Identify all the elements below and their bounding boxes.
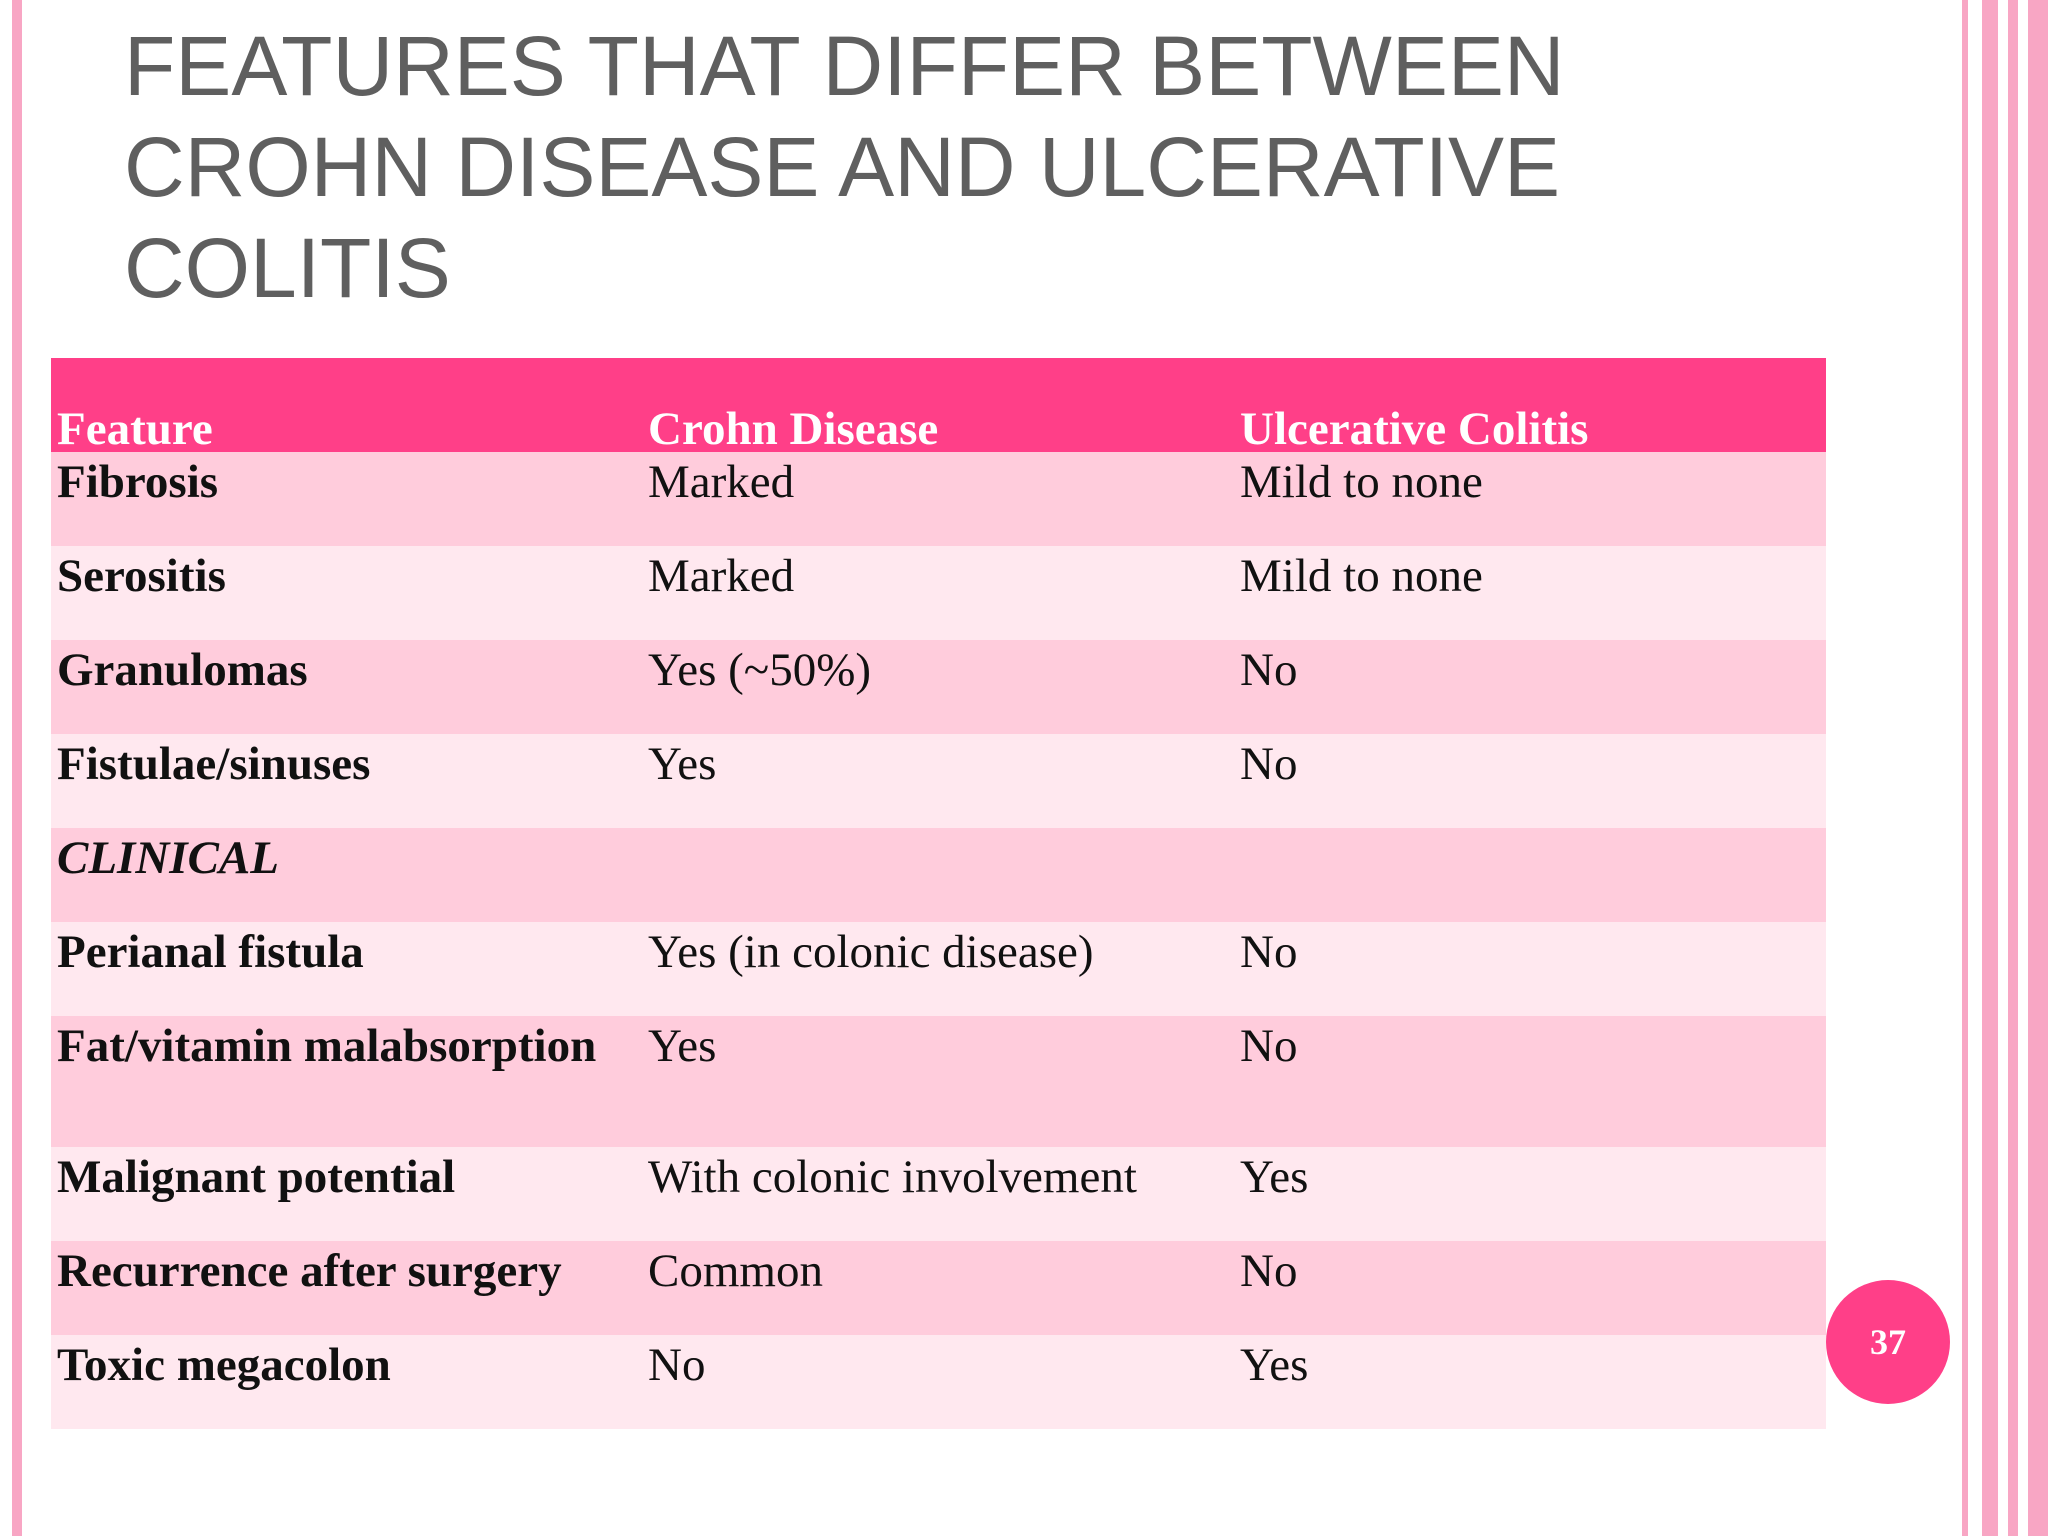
table-row: Recurrence after surgery Common No [51, 1241, 1826, 1335]
table-row: Granulomas Yes (~50%) No [51, 640, 1826, 734]
crohn-cell: No [642, 1335, 1234, 1429]
uc-cell [1234, 828, 1826, 922]
uc-cell: Mild to none [1234, 452, 1826, 546]
uc-cell: No [1234, 640, 1826, 734]
feature-cell: Toxic megacolon [51, 1335, 642, 1429]
header-feature: Feature [51, 358, 642, 455]
feature-cell: Serositis [51, 546, 642, 640]
table-row: Perianal fistula Yes (in colonic disease… [51, 922, 1826, 1016]
left-border-stripe [12, 0, 22, 1536]
uc-cell: Yes [1234, 1335, 1826, 1429]
uc-cell: No [1234, 734, 1826, 828]
table-row: Fat/vitamin malabsorption Yes No [51, 1016, 1826, 1147]
section-label-clinical: CLINICAL [51, 828, 642, 922]
right-border-band [1962, 0, 2048, 1536]
crohn-cell: Marked [642, 452, 1234, 546]
slide-title: FEATURES THAT DIFFER BETWEEN CROHN DISEA… [124, 19, 1565, 315]
feature-cell: Fat/vitamin malabsorption [51, 1016, 642, 1147]
crohn-cell: Marked [642, 546, 1234, 640]
header-crohn-disease: Crohn Disease [642, 358, 1234, 455]
page-number: 37 [1870, 1322, 1906, 1362]
table-row: Toxic megacolon No Yes [51, 1335, 1826, 1429]
table-row: Fistulae/sinuses Yes No [51, 734, 1826, 828]
uc-cell: No [1234, 922, 1826, 1016]
table-row: Malignant potential With colonic involve… [51, 1147, 1826, 1241]
crohn-cell: Yes [642, 1016, 1234, 1147]
feature-cell: Malignant potential [51, 1147, 642, 1241]
section-row-clinical: CLINICAL [51, 828, 1826, 922]
table-row: Serositis Marked Mild to none [51, 546, 1826, 640]
comparison-table: Feature Crohn Disease Ulcerative Colitis… [51, 358, 1826, 1429]
uc-cell-highlight: Yes [1234, 1147, 1826, 1241]
crohn-cell: Yes [642, 734, 1234, 828]
crohn-cell: Yes (in colonic disease) [642, 922, 1234, 1016]
uc-cell: No [1234, 1016, 1826, 1147]
crohn-cell [642, 828, 1234, 922]
feature-cell: Recurrence after surgery [51, 1241, 642, 1335]
crohn-cell: Yes (~50%) [642, 640, 1234, 734]
feature-cell: Fistulae/sinuses [51, 734, 642, 828]
uc-cell: Mild to none [1234, 546, 1826, 640]
feature-cell: Fibrosis [51, 452, 642, 546]
table-row: Fibrosis Marked Mild to none [51, 452, 1826, 546]
uc-cell: No [1234, 1241, 1826, 1335]
feature-cell: Perianal fistula [51, 922, 642, 1016]
page-number-badge: 37 [1826, 1280, 1950, 1404]
crohn-cell: Common [642, 1241, 1234, 1335]
table-header-row: Feature Crohn Disease Ulcerative Colitis [51, 358, 1826, 455]
crohn-cell: With colonic involvement [642, 1147, 1234, 1241]
header-ulcerative-colitis: Ulcerative Colitis [1234, 358, 1826, 455]
feature-cell: Granulomas [51, 640, 642, 734]
